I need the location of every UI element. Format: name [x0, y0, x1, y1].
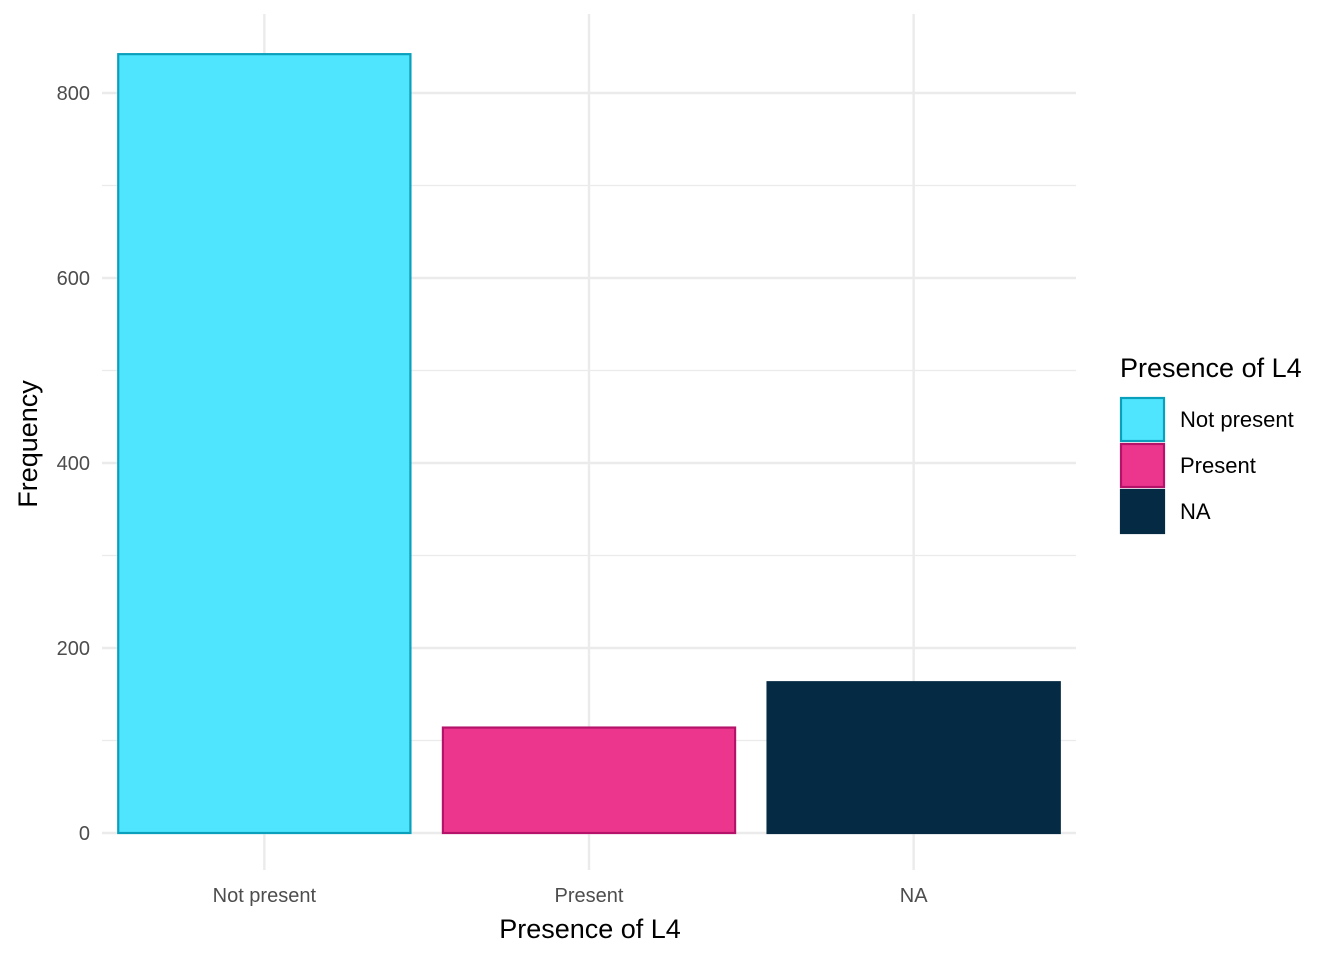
bar-not-present: [117, 53, 412, 835]
x-axis-title: Presence of L4: [499, 914, 681, 944]
y-tick-label: 800: [57, 83, 90, 105]
y-axis-title: Frequency: [13, 380, 43, 508]
x-tick-label: NA: [900, 885, 928, 907]
y-tick-label: 400: [57, 453, 90, 475]
tick-labels: 0 200 400 600 800 Not present Present NA: [57, 83, 929, 907]
y-tick-label: 600: [57, 268, 90, 290]
x-tick-label: Not present: [213, 885, 317, 907]
legend-label: Not present: [1180, 407, 1294, 432]
legend-swatch: [1119, 442, 1166, 489]
legend-title: Presence of L4: [1120, 353, 1302, 383]
legend-items: Not present Present NA: [1119, 396, 1294, 535]
legend-swatch: [1119, 396, 1166, 443]
y-tick-label: 0: [79, 823, 90, 845]
bar-present: [441, 726, 737, 835]
legend-swatch: [1119, 488, 1166, 535]
bar-na: [766, 681, 1061, 835]
bars: [117, 53, 1061, 835]
y-tick-label: 200: [57, 638, 90, 660]
legend-label: NA: [1180, 499, 1211, 524]
legend: Presence of L4 Not present Present NA: [1119, 353, 1302, 535]
legend-label: Present: [1180, 453, 1256, 478]
x-tick-label: Present: [555, 885, 624, 907]
